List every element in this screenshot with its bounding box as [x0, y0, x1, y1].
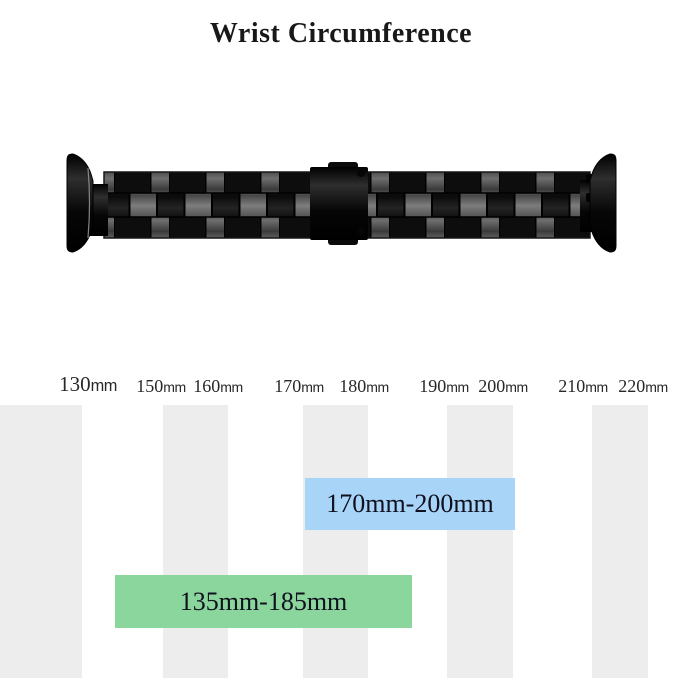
- axis-label-200mm: 200mm: [478, 376, 528, 397]
- axis-label-130mm: 130mm: [59, 372, 117, 397]
- axis-label-number: 180: [339, 376, 367, 396]
- axis-label-number: 190: [419, 376, 447, 396]
- axis-label-unit: mm: [220, 379, 243, 395]
- axis-label-number: 200: [478, 376, 506, 396]
- range-bar-label: 135mm-185mm: [179, 586, 348, 616]
- axis-label-number: 220: [618, 376, 646, 396]
- axis-label-unit: mm: [366, 379, 389, 395]
- grid-stripe: [447, 405, 513, 678]
- axis-label-unit: mm: [446, 379, 469, 395]
- axis-label-160mm: 160mm: [193, 376, 243, 397]
- axis-label-number: 130: [59, 372, 91, 396]
- axis-label-220mm: 220mm: [618, 376, 668, 397]
- grid-stripe: [303, 405, 368, 678]
- axis-label-unit: mm: [585, 379, 608, 395]
- page-title: Wrist Circumference: [209, 18, 473, 49]
- axis-label-150mm: 150mm: [136, 376, 186, 397]
- axis-label-190mm: 190mm: [419, 376, 469, 397]
- axis-label-170mm: 170mm: [274, 376, 324, 397]
- axis-label-unit: mm: [505, 379, 528, 395]
- axis-label-number: 210: [558, 376, 586, 396]
- axis-label-unit: mm: [163, 379, 186, 395]
- range-bar-135-185: 135mm-185mm: [115, 575, 412, 628]
- grid-stripe: [163, 405, 228, 678]
- range-bar-label: 170mm-200mm: [326, 489, 494, 518]
- grid-stripe: [0, 405, 82, 678]
- grid-stripe: [592, 405, 648, 678]
- watch-band-image: [66, 153, 617, 253]
- axis-label-number: 150: [136, 376, 164, 396]
- axis-label-unit: mm: [90, 377, 118, 395]
- band-clasp: [310, 162, 368, 245]
- axis-label-210mm: 210mm: [558, 376, 608, 397]
- striped-column-grid: [0, 405, 682, 678]
- axis-label-unit: mm: [645, 379, 668, 395]
- axis-label-number: 160: [193, 376, 221, 396]
- axis-label-number: 170: [274, 376, 302, 396]
- range-bar-170-200: 170mm-200mm: [305, 478, 515, 530]
- band-adapter-right: [580, 153, 617, 253]
- axis-label-unit: mm: [301, 379, 324, 395]
- band-adapter-left: [66, 153, 108, 253]
- axis-label-180mm: 180mm: [339, 376, 389, 397]
